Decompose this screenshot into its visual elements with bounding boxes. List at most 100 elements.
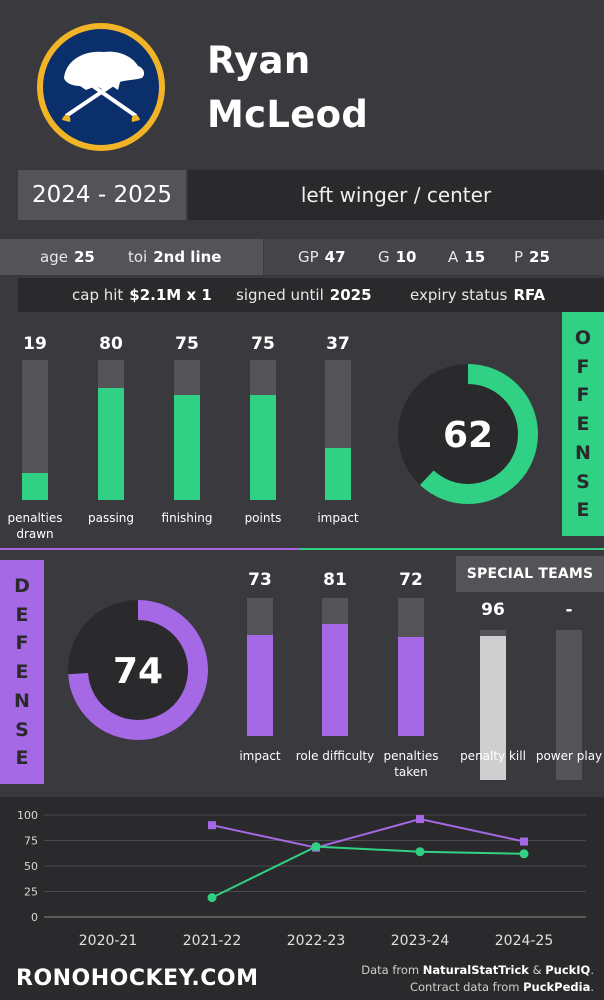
special-teams-bar [480,630,506,780]
cap-hit-stat: cap hit $2.1M x 1 [72,286,212,304]
chart-y-tick-label: 0 [31,911,38,924]
player-last-name: McLeod [207,93,369,136]
info-row-age-toi: age 25 toi 2nd line [0,239,263,275]
offense-tag-letter: F [576,355,590,378]
offense-tag-letter: S [576,470,590,493]
offense-bar-value: 37 [326,334,350,354]
defense-bar-label: role difficulty [295,749,375,763]
chart-data-point [416,815,424,824]
defense-bar-value: 81 [323,570,347,590]
chart-y-tick-label: 75 [24,835,38,848]
offense-bar-value: 75 [175,334,199,354]
offense-bar-label: impact [317,511,359,525]
offense-bar-fill [325,448,351,500]
defense-bar [322,598,348,736]
divider-green [300,548,604,550]
defense-donut: 74 [68,600,208,740]
brand-name: RONOHOCKEY.COM [16,966,259,991]
offense-bar-value: 19 [23,334,47,354]
defense-bar-value: 72 [399,570,423,590]
defense-bar-fill [398,636,424,736]
offense-bar [174,360,200,500]
offense-bar-label: passing [87,511,135,525]
special-teams-bar-fill [480,636,506,780]
offense-bar [22,360,48,500]
special-teams-bar-label: power play [535,749,603,763]
chart-x-tick-label: 2023-24 [391,933,450,949]
assists-stat: A 15 [448,248,486,266]
history-chart-svg: 0 25 50 75 100 2020-21 2021-22 2022-23 2023-24 20… [17,809,586,949]
offense-bar-fill [250,395,276,500]
offense-tag-letter: E [576,413,590,435]
offense-tag-letter: F [576,384,590,407]
defense-tag-letter: E [15,603,29,626]
defense-bar [247,598,273,736]
special-teams-header: SPECIAL TEAMS [456,556,604,592]
chart-series-line [211,845,525,899]
team-logo [34,20,168,154]
offense-bar-label: points [244,511,282,525]
chart-y-tick-label: 50 [24,860,38,873]
special-teams-bar-value: 96 [481,600,505,620]
chart-data-point [208,821,216,830]
offense-bar-fill [174,395,200,500]
defense-tag-letter: E [15,747,29,770]
offense-bar-value: 80 [99,334,123,354]
offense-bar [325,360,351,500]
defense-bar-label: penalties taken [383,749,439,780]
defense-tag-letter: E [15,661,29,683]
offense-panel: 62 19 penalties drawn 80 passing 75 finishing… [0,312,562,548]
offense-tag-letter: E [576,499,590,522]
credit-line-1: Data from NaturalStatTrick & PuckIQ. [361,963,594,977]
offense-bar [98,360,124,500]
chart-data-point [311,842,321,852]
data-credits: Data from NaturalStatTrick & PuckIQ. Con… [361,962,594,997]
season-label: 2024 - 2025 [18,170,186,220]
defense-bar-value: 73 [248,570,272,590]
toi-stat: toi 2nd line [128,248,222,266]
chart-data-point [520,837,528,846]
chart-y-tick-label: 100 [17,809,38,822]
divider-purple [0,548,300,550]
info-row-contract: cap hit $2.1M x 1 signed until 2025 expiry… [18,278,604,312]
info-row-scoring: GP 47 G 10 A 15 P 25 [264,239,604,275]
defense-overall-value: 74 [113,651,163,692]
age-stat: age 25 [40,248,95,266]
special-teams-panel: 96 penalty kill - power play [456,592,604,792]
history-line-chart: 0 25 50 75 100 2020-21 2021-22 2022-23 2023-24 20… [0,797,604,957]
defense-tag-letter: F [15,632,29,655]
offense-bar-label: penalties drawn [7,511,63,542]
special-teams-bar-value: - [565,600,573,620]
offense-bar-fill [22,473,48,500]
offense-bar-label: finishing [161,511,213,525]
chart-data-point [415,847,425,857]
points-stat: P 25 [514,248,550,266]
signed-until-stat: signed until 2025 [236,286,372,304]
player-first-name: Ryan [207,39,311,82]
offense-overall-value: 62 [443,415,493,456]
defense-bar-fill [247,635,273,736]
offense-tag-letter: O [574,326,592,349]
defense-tag-letter: N [14,689,30,712]
defense-bar-fill [322,624,348,736]
chart-y-tick-label: 25 [24,886,38,899]
goals-stat: G 10 [378,248,417,266]
expiry-status-stat: expiry status RFA [410,286,546,304]
offense-bar-fill [98,388,124,500]
footer [0,957,604,1000]
chart-series-line [211,818,525,849]
gp-stat: GP 47 [298,248,346,266]
defense-bar-label: impact [239,749,281,763]
position-label: left winger / center [188,170,604,220]
defense-tag-letter: D [14,574,30,597]
chart-x-tick-label: 2024-25 [495,933,554,949]
defense-bar [398,598,424,736]
credit-line-2: Contract data from PuckPedia. [409,980,594,995]
chart-x-tick-label: 2020-21 [79,933,138,949]
offense-tag-letter: N [575,441,591,464]
special-teams-bar-label: penalty kill [460,749,526,763]
chart-x-tick-label: 2021-22 [183,933,242,949]
chart-data-point [519,849,529,859]
